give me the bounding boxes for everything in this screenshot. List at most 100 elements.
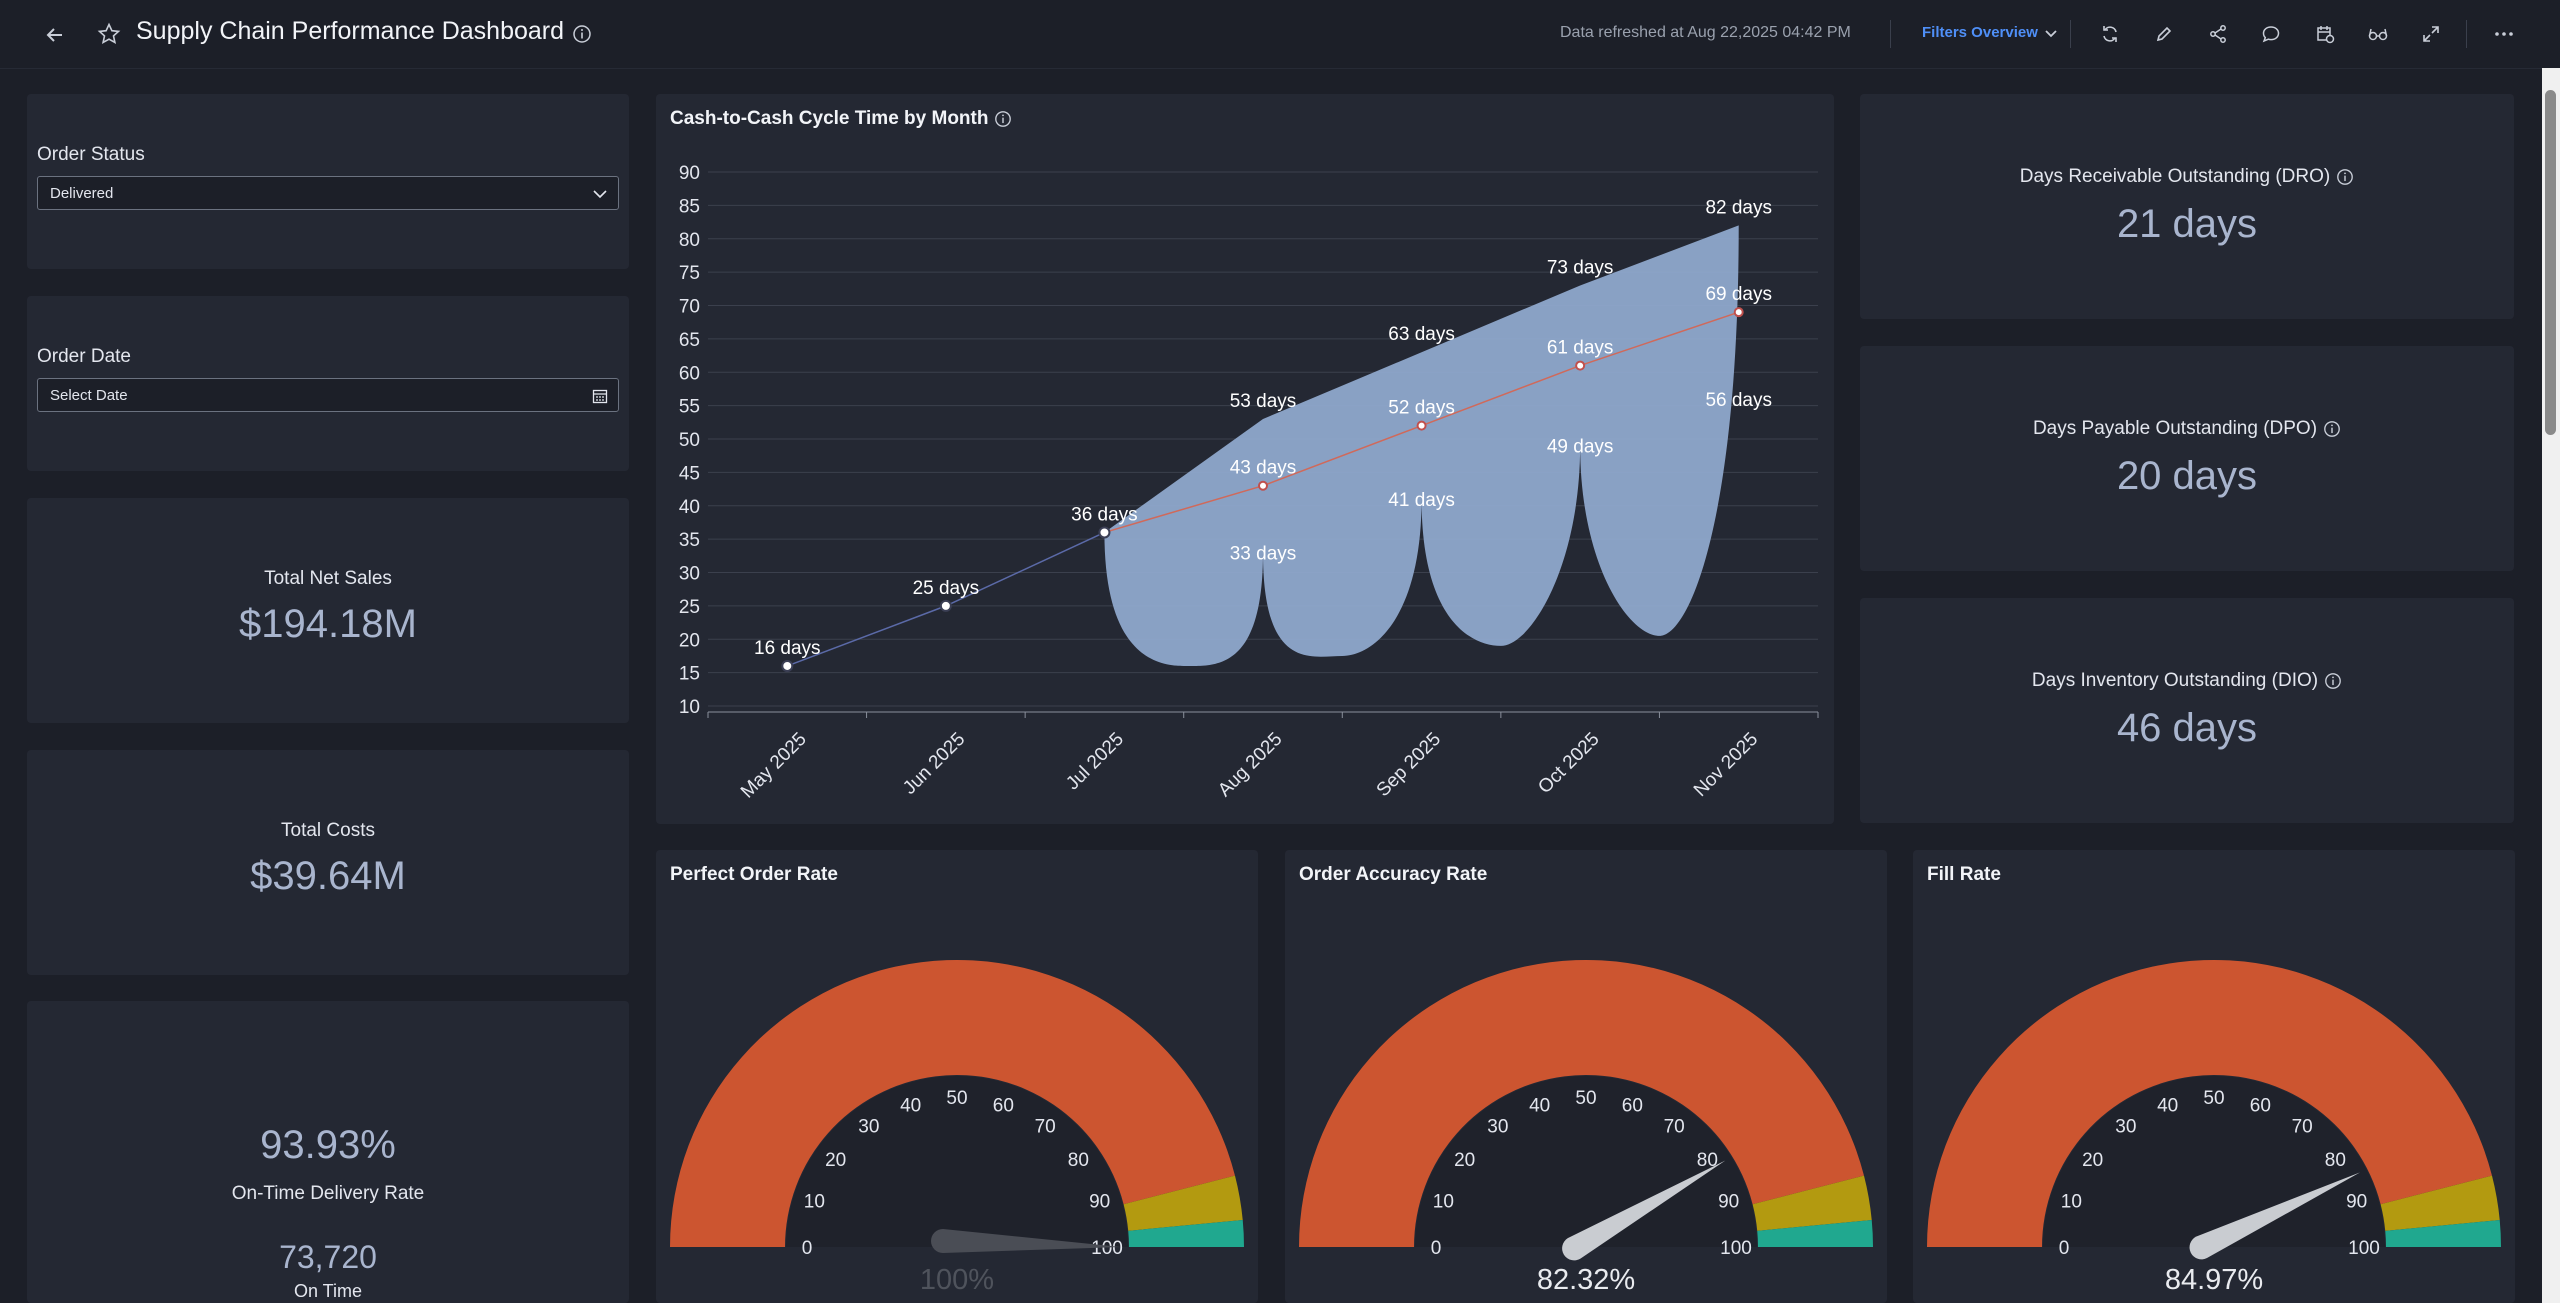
perfect-order-rate-title: Perfect Order Rate <box>670 864 838 885</box>
gauge-tick-label: 40 <box>900 1095 921 1116</box>
cash-cycle-chart-panel: Cash-to-Cash Cycle Time by Month 10 15 20 2… <box>656 94 1834 824</box>
x-tick-label: Jun 2025 <box>899 729 969 799</box>
gauge-tick-label: 70 <box>2292 1117 2313 1138</box>
range-upper-label: 73 days <box>1547 257 1614 278</box>
gauge-tick-label: 0 <box>2059 1238 2070 1259</box>
order-status-select[interactable]: Delivered <box>37 176 619 210</box>
range-upper-label: 63 days <box>1388 324 1455 345</box>
share-icon[interactable] <box>2204 20 2232 48</box>
on-time-rate-label: On-Time Delivery Rate <box>231 1183 425 1204</box>
info-icon[interactable] <box>994 110 1012 128</box>
gauge-tick-label: 50 <box>2203 1088 2224 1109</box>
chevron-down-icon <box>593 190 607 199</box>
order-date-placeholder: Select Date <box>50 386 128 404</box>
y-tick-label: 35 <box>679 530 700 551</box>
data-point <box>1575 360 1586 371</box>
dpo-label-row: Days Payable Outstanding (DPO) <box>1860 418 2514 440</box>
order-date-input[interactable]: Select Date <box>37 378 619 412</box>
gauge-tick-label: 40 <box>2157 1095 2178 1116</box>
y-tick-label: 50 <box>679 430 700 451</box>
top-bar: Supply Chain Performance Dashboard Data … <box>0 0 2560 69</box>
gauge-tick-label: 60 <box>1622 1095 1643 1116</box>
gauge-tick-label: 0 <box>1431 1238 1442 1259</box>
y-tick-label: 70 <box>679 297 700 318</box>
gauge-band-yellow <box>1123 1175 1243 1231</box>
gauge-tick-label: 90 <box>1089 1192 1110 1213</box>
schedule-icon[interactable] <box>2311 20 2339 48</box>
dro-value: 21 days <box>2116 202 2258 246</box>
more-icon[interactable] <box>2490 20 2518 48</box>
y-tick-label: 40 <box>679 497 700 518</box>
data-label: 25 days <box>913 578 980 599</box>
range-upper-label: 53 days <box>1230 391 1297 412</box>
cash-cycle-chart-title: Cash-to-Cash Cycle Time by Month <box>670 108 989 129</box>
gauge-band-green <box>1128 1219 1244 1247</box>
data-label: 69 days <box>1705 284 1772 305</box>
gauge-band-green <box>2385 1219 2501 1247</box>
data-point <box>781 659 794 672</box>
gauge-tick-label: 100 <box>1720 1238 1752 1259</box>
glasses-icon[interactable] <box>2364 20 2392 48</box>
data-point <box>1098 526 1111 539</box>
dpo-value: 20 days <box>2116 454 2258 498</box>
data-label: 36 days <box>1071 504 1138 525</box>
scrollbar-thumb[interactable] <box>2545 90 2556 435</box>
info-icon[interactable] <box>570 22 594 46</box>
total-costs-value: $39.64M <box>250 854 406 898</box>
refresh-timestamp: Data refreshed at Aug 22,2025 04:42 PM <box>1560 24 1851 41</box>
gauge-tick-label: 20 <box>825 1150 846 1171</box>
order-status-label: Order Status <box>37 144 145 165</box>
data-label: 43 days <box>1230 458 1297 479</box>
total-costs-label: Total Costs <box>281 820 375 841</box>
total-costs-kpi-panel: Total Costs $39.64M <box>27 750 629 975</box>
perfect-order-rate-panel: Perfect Order Rate 0 10 20 30 40 50 60 70 80 90 10… <box>656 850 1258 1303</box>
expand-icon[interactable] <box>2417 20 2445 48</box>
gauge-tick-label: 10 <box>804 1192 825 1213</box>
y-tick-label: 25 <box>679 597 700 618</box>
dpo-label: Days Payable Outstanding (DPO) <box>2032 418 2318 439</box>
edit-icon[interactable] <box>2150 20 2178 48</box>
gauge-tick-label: 80 <box>2325 1150 2346 1171</box>
y-tick-label: 55 <box>679 397 700 418</box>
data-point <box>1258 480 1268 491</box>
refresh-icon[interactable] <box>2096 20 2124 48</box>
info-icon[interactable] <box>2336 168 2354 186</box>
x-tick-label: Oct 2025 <box>1534 729 1603 798</box>
gauge-needle <box>931 1229 1121 1253</box>
gauge-band-red <box>1299 960 1864 1247</box>
comment-icon[interactable] <box>2257 20 2285 48</box>
gauge-tick-label: 70 <box>1035 1117 1056 1138</box>
data-point <box>1733 307 1744 318</box>
dio-label-row: Days Inventory Outstanding (DIO) <box>1860 670 2514 692</box>
filters-overview-dropdown[interactable]: Filters Overview <box>1922 24 2058 41</box>
gauge-tick-label: 10 <box>2061 1192 2082 1213</box>
y-tick-label: 20 <box>679 630 700 651</box>
range-band <box>1104 225 1739 667</box>
gauge-tick-label: 10 <box>1433 1192 1454 1213</box>
net-sales-kpi-panel: Total Net Sales $194.18M <box>27 498 629 723</box>
info-icon[interactable] <box>2324 672 2342 690</box>
range-lower-label: 41 days <box>1388 490 1455 511</box>
range-upper-label: 82 days <box>1705 197 1772 218</box>
star-icon[interactable] <box>94 19 124 49</box>
gauge-tick-label: 90 <box>2346 1192 2367 1213</box>
x-tick-label: Aug 2025 <box>1214 729 1286 801</box>
gauge-tick-label: 100 <box>2348 1238 2380 1259</box>
filters-overview-label: Filters Overview <box>1922 24 2038 41</box>
y-tick-label: 90 <box>679 163 700 184</box>
info-icon[interactable] <box>2323 420 2341 438</box>
x-tick-label: May 2025 <box>737 729 811 803</box>
on-time-delivery-kpi-panel: 93.93% On-Time Delivery Rate 73,720 On T… <box>27 1001 629 1303</box>
chevron-down-icon <box>2045 29 2057 37</box>
range-lower-label: 56 days <box>1705 390 1772 411</box>
y-tick-label: 80 <box>679 230 700 251</box>
gauge-tick-label: 80 <box>1068 1150 1089 1171</box>
range-lower-label: 49 days <box>1547 437 1614 458</box>
y-tick-label: 30 <box>679 564 700 585</box>
x-tick-label: Nov 2025 <box>1690 729 1762 801</box>
on-time-rate-value: 93.93% <box>260 1123 396 1167</box>
dro-kpi-panel: Days Receivable Outstanding (DRO) 21 day… <box>1860 94 2514 319</box>
back-arrow-icon[interactable] <box>40 20 70 50</box>
data-label: 52 days <box>1388 398 1455 419</box>
